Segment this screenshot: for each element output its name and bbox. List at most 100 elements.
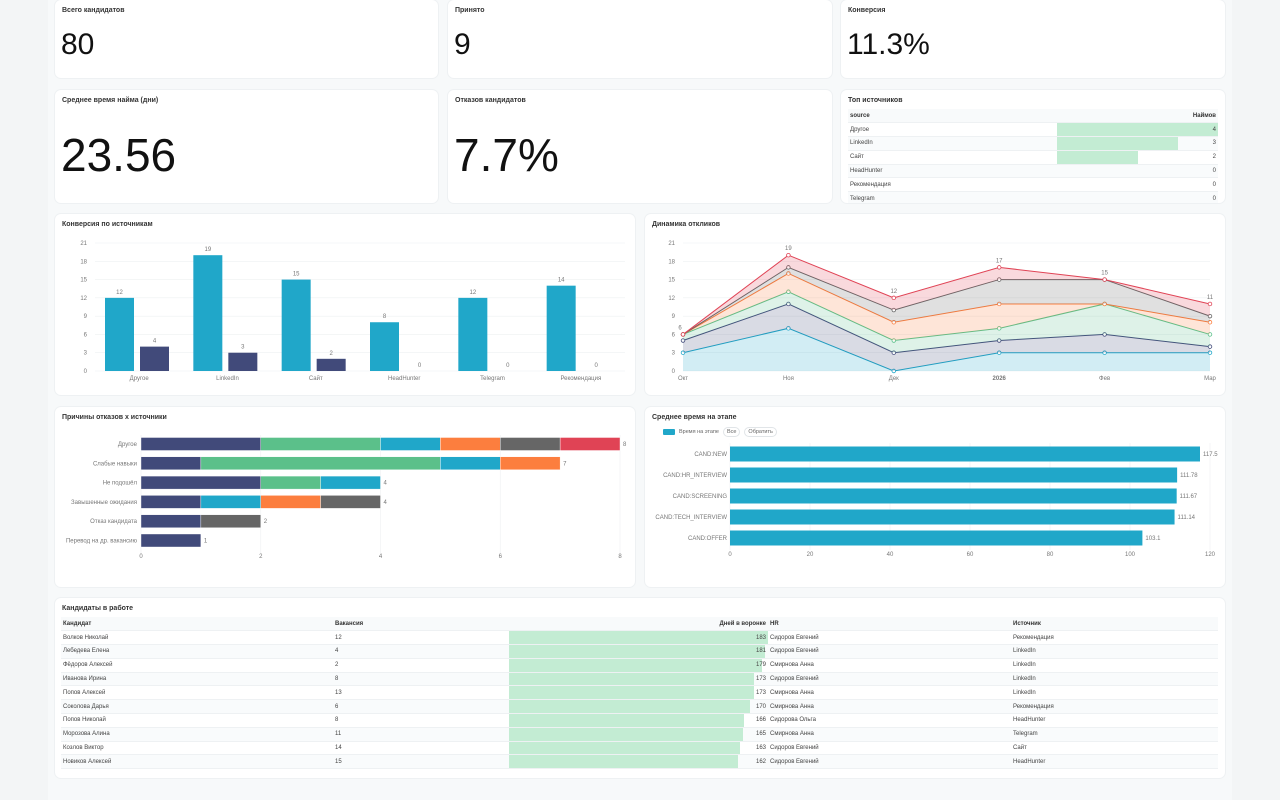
days-cell: 162: [509, 754, 768, 770]
data-point: [1102, 332, 1107, 337]
days-cell: 181: [509, 644, 768, 659]
source-cell: LinkedIn: [1011, 685, 1218, 701]
column-header-hires[interactable]: Наймов: [1057, 109, 1218, 124]
table-row[interactable]: Новиков Алексей 15 162 Сидоров Евгений HeadH…: [61, 754, 1218, 770]
table-row[interactable]: Волков Николай 12 183 Сидоров Евгений Рекоме…: [61, 630, 1218, 646]
column-header-source[interactable]: Источник: [1011, 617, 1218, 632]
column-header-source[interactable]: source: [848, 109, 1057, 124]
data-label: 19: [204, 247, 211, 253]
chart-title: Динамика откликов: [652, 221, 721, 228]
area-series: [683, 303, 1210, 371]
total-label: 4: [384, 500, 388, 506]
table-row[interactable]: Соколова Дарья 6 170 Смирнова Анна Рекоменда…: [61, 699, 1218, 715]
y-tick-label: 21: [80, 241, 87, 247]
data-point: [1207, 332, 1213, 337]
data-point: [1207, 344, 1213, 349]
days-cell: 170: [509, 699, 768, 715]
x-tick-label: 2026: [993, 376, 1007, 382]
data-point: [997, 277, 1002, 282]
data-label: 12: [116, 290, 123, 296]
column-header-days-in-funnel[interactable]: Дней в воронке: [509, 617, 768, 632]
bar-segment: [140, 495, 202, 509]
total-label: 17: [996, 258, 1003, 264]
table-row[interactable]: Лебедева Елена 4 181 Сидоров Евгений LinkedI…: [61, 644, 1218, 659]
y-tick-label: 3: [84, 351, 88, 357]
bar-segment: [260, 475, 321, 490]
card-title: Топ источников: [848, 97, 903, 104]
data-label: 117.5: [1203, 452, 1218, 458]
kpi-avg-hire-time: Среднее время найма (дни) 23.56: [55, 90, 438, 203]
source-cell: LinkedIn: [1011, 672, 1218, 687]
total-label: 1: [204, 539, 208, 545]
table-row[interactable]: Сайт 2: [848, 150, 1218, 165]
table-row[interactable]: LinkedIn 3: [848, 136, 1218, 151]
x-tick-label: Мар: [1204, 376, 1216, 382]
y-tick-label: 9: [672, 314, 676, 320]
table-row[interactable]: Фёдоров Алексей 2 179 Смирнова Анна LinkedIn: [61, 658, 1218, 673]
days-bar: [509, 686, 754, 699]
table-row[interactable]: Иванова Ирина 8 173 Сидоров Евгений LinkedIn: [61, 672, 1218, 687]
vacancy-cell: 8: [333, 672, 509, 687]
x-tick-label: Окт: [678, 376, 688, 382]
source-cell: HeadHunter: [1011, 754, 1218, 770]
source-cell: Рекомендация: [1011, 630, 1218, 646]
vacancy-cell: 14: [333, 741, 509, 756]
data-label: 103.1: [1145, 536, 1161, 542]
source-cell: Сайт: [848, 150, 1057, 165]
area-series: [683, 255, 1210, 335]
legend-invert-button[interactable]: Обратить: [744, 427, 777, 437]
bar: [316, 358, 346, 371]
table-row[interactable]: Попов Николай 8 166 Сидорова Ольга HeadHunte…: [61, 713, 1218, 728]
kpi-value: 23.56: [61, 129, 177, 181]
hires-cell: 3: [1057, 136, 1218, 151]
table-row[interactable]: Рекомендация 0: [848, 177, 1218, 193]
x-tick-label: 2: [259, 554, 263, 560]
table-row[interactable]: Попов Алексей 13 173 Смирнова Анна LinkedIn: [61, 685, 1218, 701]
bar-segment: [200, 495, 261, 509]
x-tick-label: 60: [967, 552, 974, 558]
data-label: 0: [506, 363, 510, 369]
data-label: 111.67: [1180, 494, 1198, 500]
bar-segment: [320, 475, 381, 490]
kpi-title: Всего кандидатов: [62, 7, 125, 14]
kpi-value: 11.3%: [847, 28, 930, 61]
data-point: [891, 307, 896, 313]
days-value: 162: [755, 758, 766, 765]
candidates-table: Кандидат Вакансия Дней в воронке HR Исто…: [61, 617, 1218, 770]
candidate-name-cell: Волков Николай: [61, 630, 333, 646]
legend-label[interactable]: Время на этапе: [679, 429, 719, 435]
table-row[interactable]: HeadHunter 0: [848, 164, 1218, 179]
table-row[interactable]: Telegram 0: [848, 191, 1218, 203]
kpi-title: Отказов кандидатов: [455, 97, 526, 104]
x-tick-label: Фев: [1099, 376, 1110, 382]
table-row[interactable]: Морозова Алина 11 165 Смирнова Анна Telegram: [61, 727, 1218, 742]
candidate-name-cell: Попов Алексей: [61, 685, 333, 701]
days-cell: 179: [509, 658, 768, 673]
table-row[interactable]: Козлов Виктор 14 163 Сидоров Евгений Сайт: [61, 741, 1218, 756]
card-title: Кандидаты в работе: [62, 605, 134, 612]
source-cell: Другое: [848, 122, 1057, 138]
bar: [105, 297, 134, 371]
bar-segment: [140, 514, 202, 528]
days-value: 181: [755, 648, 766, 655]
legend-swatch[interactable]: [663, 429, 675, 435]
column-header-vacancy[interactable]: Вакансия: [333, 617, 509, 632]
hires-cell: 0: [1057, 177, 1218, 193]
data-point: [997, 350, 1002, 355]
days-cell: 173: [509, 685, 768, 701]
hr-name-cell: Сидоров Евгений: [768, 741, 1011, 756]
conversion-by-source-card: Конверсия по источникам 0 3 6 9 12 15 18 21 Друг…: [55, 214, 635, 395]
table-row[interactable]: Другое 4: [848, 122, 1218, 138]
vacancy-cell: 11: [333, 727, 509, 742]
kpi-total-candidates: Всего кандидатов 80: [55, 0, 438, 78]
column-header-candidate[interactable]: Кандидат: [61, 617, 333, 632]
bar: [730, 530, 1143, 546]
source-cell: Рекомендация: [1011, 699, 1218, 715]
legend-all-button[interactable]: Все: [722, 427, 741, 437]
data-point: [997, 326, 1002, 331]
column-header-hr[interactable]: HR: [768, 617, 1011, 632]
hr-name-cell: Сидоров Евгений: [768, 672, 1011, 687]
bar: [140, 346, 169, 371]
hires-value: 0: [1212, 168, 1216, 175]
